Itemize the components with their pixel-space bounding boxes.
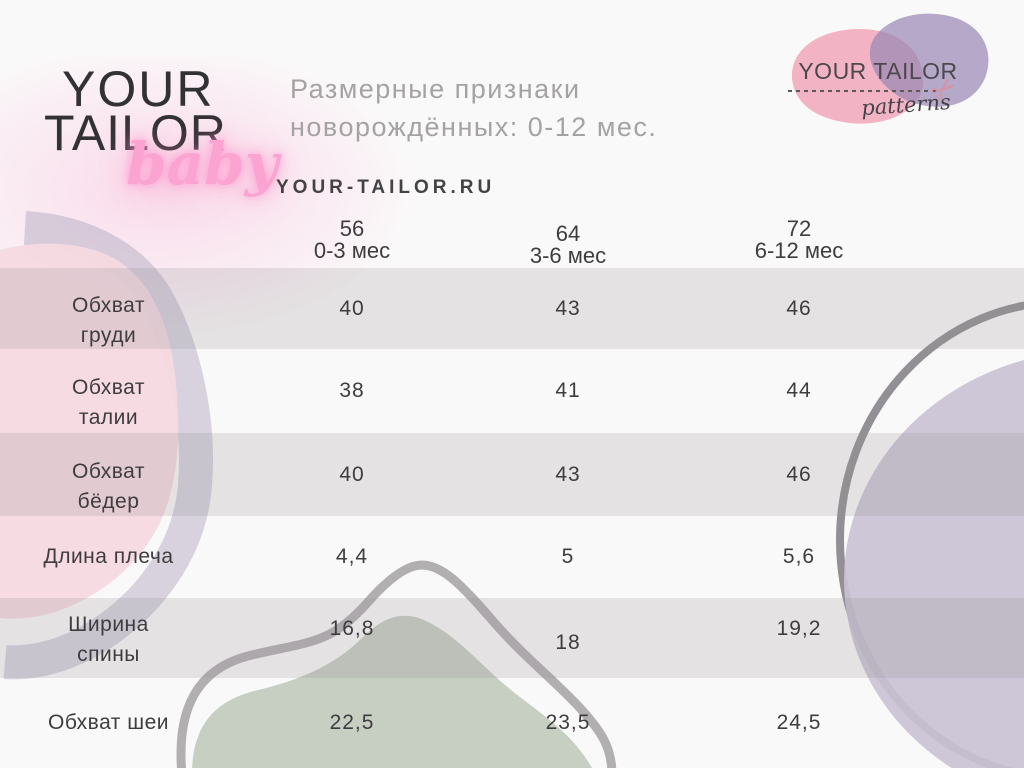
site-url[interactable]: YOUR-TAILOR.RU: [276, 177, 496, 198]
row-label: Обхват бёдер: [0, 457, 217, 517]
row-label: Длина плеча: [0, 542, 217, 572]
row-label-line: Обхват шеи: [47, 711, 169, 734]
column-header-64: 64 3-6 мес: [530, 223, 606, 267]
column-age-range: 3-6 мес: [529, 243, 607, 268]
row-label-line: Длина плеча: [43, 545, 174, 568]
measurement-value: 23,5: [545, 711, 591, 734]
page-title: Размерные признаки новорождённых: 0-12 м…: [290, 70, 657, 146]
table-row: Ширина спины 16,8 18 19,2: [0, 598, 1024, 678]
column-size: 72: [786, 216, 812, 241]
measurement-value: 43: [555, 462, 581, 486]
brand-word-your: YOUR: [62, 61, 215, 117]
table-row: Длина плеча 4,4 5 5,6: [0, 516, 1024, 598]
measurement-value: 24,5: [776, 711, 822, 734]
brand-word-baby: baby: [126, 130, 279, 198]
measurement-value: 44: [786, 379, 812, 402]
row-label-line: талии: [78, 406, 139, 429]
row-label: Обхват груди: [0, 291, 217, 351]
table-row: Обхват шеи 22,5 23,5 24,5: [0, 678, 1024, 768]
row-label-line: бёдер: [77, 489, 140, 513]
measurement-value: 40: [339, 462, 365, 486]
page-title-line1: Размерные признаки: [290, 74, 581, 104]
measurement-value: 41: [555, 379, 581, 402]
column-size: 64: [555, 221, 581, 246]
measurement-value: 4,4: [335, 545, 369, 568]
measurement-value: 40: [339, 296, 365, 320]
row-label-line: Ширина: [68, 613, 149, 636]
measurement-value: 16,8: [329, 617, 375, 640]
row-label-line: Обхват: [72, 459, 145, 483]
measurement-value: 38: [339, 379, 365, 402]
measurement-value: 46: [786, 296, 812, 320]
row-label-line: спины: [77, 643, 140, 666]
column-size: 56: [339, 216, 365, 241]
column-header-56: 56 0-3 мес: [314, 218, 390, 262]
column-header-72: 72 6-12 мес: [755, 218, 844, 262]
row-label-line: Обхват: [72, 376, 145, 399]
measurement-value: 22,5: [329, 711, 375, 734]
table-row: Обхват талии 38 41 44: [0, 349, 1024, 433]
row-label: Обхват шеи: [0, 708, 217, 738]
measurement-value: 5: [561, 545, 575, 568]
measurement-value: 43: [555, 296, 581, 320]
row-label-line: груди: [80, 323, 137, 347]
measurement-value: 46: [786, 462, 812, 486]
column-age-range: 6-12 мес: [754, 238, 844, 263]
measurement-value: 5,6: [782, 545, 816, 568]
page-title-line2: новорождённых: 0-12 мес.: [290, 112, 658, 142]
brand-word-tailor: TAILOR: [44, 105, 227, 161]
row-label-line: Обхват: [72, 293, 145, 317]
table-row: Обхват груди 40 43 46: [0, 268, 1024, 349]
measurement-value: 18: [555, 631, 581, 654]
row-label: Обхват талии: [0, 373, 217, 433]
table-row: Обхват бёдер 40 43 46: [0, 433, 1024, 516]
size-table: Обхват груди 40 43 46 Обхват талии 38 41 44 Обхват…: [0, 268, 1024, 768]
row-label: Ширина спины: [0, 610, 217, 670]
measurement-value: 19,2: [776, 617, 822, 640]
column-age-range: 0-3 мес: [313, 238, 391, 263]
